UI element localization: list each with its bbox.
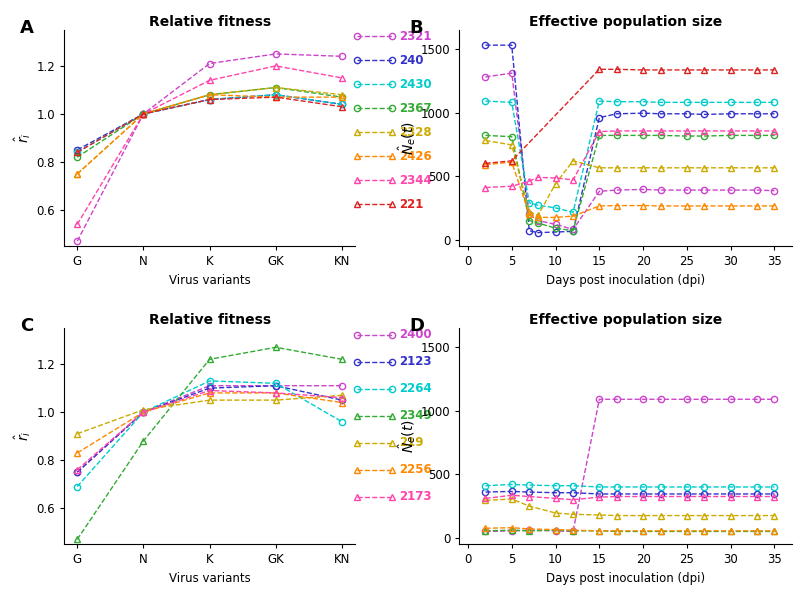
Y-axis label: $\hat{N}_e(t)$: $\hat{N}_e(t)$ [396, 121, 418, 155]
Text: 2344: 2344 [399, 174, 432, 187]
Title: Effective population size: Effective population size [529, 15, 722, 29]
Text: B: B [410, 19, 423, 37]
Text: 2430: 2430 [399, 78, 431, 91]
Text: 2400: 2400 [399, 328, 431, 341]
Title: Relative fitness: Relative fitness [149, 15, 270, 29]
Text: 2123: 2123 [399, 355, 431, 368]
Text: 219: 219 [399, 436, 423, 449]
X-axis label: Virus variants: Virus variants [169, 273, 250, 286]
Text: A: A [20, 19, 34, 37]
X-axis label: Days post inoculation (dpi): Days post inoculation (dpi) [546, 572, 705, 585]
X-axis label: Virus variants: Virus variants [169, 572, 250, 585]
Text: 240: 240 [399, 54, 423, 67]
Text: 2321: 2321 [399, 30, 431, 43]
Text: 2328: 2328 [399, 126, 431, 139]
Text: D: D [410, 318, 424, 335]
Text: 2426: 2426 [399, 150, 432, 163]
Y-axis label: $\hat{r}_i$: $\hat{r}_i$ [13, 133, 34, 143]
Y-axis label: $\hat{r}_i$: $\hat{r}_i$ [13, 431, 34, 441]
Text: 2256: 2256 [399, 463, 432, 476]
Y-axis label: $\hat{N}_e(t)$: $\hat{N}_e(t)$ [396, 419, 418, 453]
X-axis label: Days post inoculation (dpi): Days post inoculation (dpi) [546, 273, 705, 286]
Title: Effective population size: Effective population size [529, 313, 722, 327]
Text: 2349: 2349 [399, 409, 432, 422]
Text: 2173: 2173 [399, 490, 431, 503]
Text: 221: 221 [399, 198, 423, 211]
Text: 2264: 2264 [399, 382, 432, 395]
Text: C: C [20, 318, 34, 335]
Text: 2367: 2367 [399, 102, 431, 115]
Title: Relative fitness: Relative fitness [149, 313, 270, 327]
